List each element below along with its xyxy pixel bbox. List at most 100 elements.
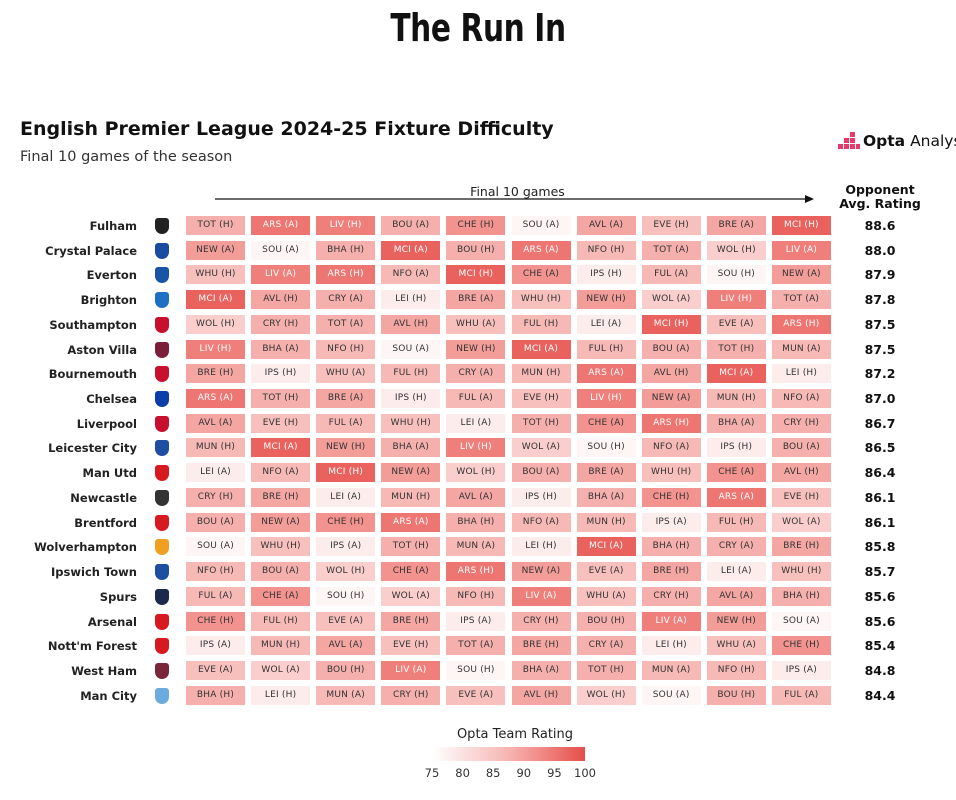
table-row: Spurs FUL (A) CHE (A) SOU (H) WOL (A) NFO (H)…: [0, 586, 956, 607]
fixture-cell: BHA (H): [446, 512, 506, 532]
fixture-cell: EVE (H): [511, 389, 571, 409]
team-name: Chelsea: [86, 392, 137, 407]
team-name: Brighton: [80, 293, 137, 308]
fixture-cell: IPS (A): [316, 537, 376, 557]
table-row: Fulham TOT (H) ARS (A) LIV (H) BOU (A) CHE (H…: [0, 216, 956, 236]
fixture-cell: LIV (A): [511, 586, 571, 606]
fixture-cell: NEW (A): [251, 512, 311, 532]
fixture-cell: LEI (A): [446, 413, 506, 433]
fixture-cell: MCI (H): [446, 265, 506, 285]
fixture-cell: CRY (A): [446, 364, 506, 384]
fixture-cell: BRE (H): [251, 487, 311, 507]
table-row: Nott'm Forest IPS (A) MUN (H) AVL (A) EVE (H…: [0, 636, 956, 656]
fixture-cell: BOU (A): [186, 512, 245, 532]
fixture-cell: IPS (A): [186, 636, 245, 656]
team-crest-icon: [155, 316, 169, 333]
fixture-cell: CHE (H): [641, 487, 701, 507]
fixture-cell: WOL (A): [511, 438, 571, 458]
fixture-cell: MCI (A): [251, 438, 311, 458]
fixture-cell: AVL (A): [706, 586, 766, 606]
fixture-cell: NFO (H): [186, 562, 245, 582]
fixture-cell: SOU (A): [511, 216, 571, 235]
team-crest-icon: [155, 465, 169, 482]
opponent-avg-rating: 84.4: [864, 687, 896, 703]
fixture-cell: MCI (A): [706, 364, 766, 384]
fixture-cell: LEI (H): [511, 537, 571, 557]
fixture-cell: FUL (A): [186, 586, 245, 606]
team-name: Liverpool: [76, 416, 137, 431]
fixture-cell: AVL (H): [511, 685, 571, 705]
fixture-cell: MCI (H): [771, 216, 831, 235]
fixture-cell: BRE (A): [316, 389, 376, 409]
fixture-cell: ARS (H): [771, 314, 831, 334]
fixture-cell: CRY (H): [186, 487, 245, 507]
table-row: Leicester City MUN (H) MCI (A) NEW (H) BHA (…: [0, 438, 956, 458]
fixture-cell: TOT (A): [771, 290, 831, 310]
fixture-cell: ARS (H): [641, 413, 701, 433]
fixture-cell: FUL (A): [316, 413, 376, 433]
opponent-avg-rating: 87.2: [864, 366, 896, 382]
fixture-cell: EVE (H): [771, 487, 831, 507]
table-row: Bournemouth BRE (H) IPS (H) WHU (A) FUL (H) C…: [0, 364, 956, 384]
fixture-cell: NFO (A): [511, 512, 571, 532]
opta-analyst-logo: Opta Analyst: [838, 128, 956, 154]
fixture-cell: TOT (H): [576, 660, 636, 680]
opponent-avg-rating: 87.9: [864, 267, 896, 283]
fixture-cell: NFO (H): [706, 660, 766, 680]
fixture-cell: FUL (H): [381, 364, 441, 384]
team-crest-icon: [155, 588, 169, 605]
fixture-cell: CRY (H): [511, 611, 571, 631]
team-name: Nott'm Forest: [47, 639, 137, 654]
opponent-avg-rating: 85.4: [864, 638, 896, 654]
fixture-cell: WHU (A): [446, 314, 506, 334]
team-crest-icon: [155, 415, 169, 432]
fixture-cell: LEI (A): [706, 562, 766, 582]
team-name: Crystal Palace: [45, 243, 137, 258]
fixture-cell: BRE (A): [576, 463, 636, 483]
team-crest-icon: [155, 564, 169, 581]
fixture-cell: WHU (A): [706, 636, 766, 656]
fixture-cell: LIV (H): [186, 339, 245, 359]
fixture-cell: TOT (H): [186, 216, 245, 235]
fixture-cell: SOU (A): [186, 537, 245, 557]
fixture-cell: NFO (H): [576, 240, 636, 260]
fixture-cell: BOU (A): [511, 463, 571, 483]
fixture-cell: ARS (A): [511, 240, 571, 260]
fixture-cell: NEW (A): [511, 562, 571, 582]
opponent-avg-rating: 86.7: [864, 415, 896, 431]
team-name: Fulham: [89, 219, 137, 233]
opponent-avg-rating: 88.6: [864, 218, 896, 233]
opponent-avg-rating: 85.7: [864, 564, 896, 580]
fixture-cell: MUN (A): [316, 685, 376, 705]
table-row: Wolverhampton SOU (A) WHU (H) IPS (A) TOT (H…: [0, 537, 956, 557]
colorbar-tick-label: 100: [574, 766, 596, 780]
fixture-cell: LIV (A): [771, 240, 831, 260]
chart-subtitle: Final 10 games of the season: [20, 149, 233, 165]
fixture-cell: IPS (H): [706, 438, 766, 458]
fixture-cell: MUN (H): [511, 364, 571, 384]
fixture-cell: TOT (H): [511, 413, 571, 433]
fixture-cell: WHU (H): [251, 537, 311, 557]
table-row: Everton WHU (H) LIV (A) ARS (H) NFO (A) MCI (…: [0, 265, 956, 285]
fixture-cell: CHE (A): [381, 562, 441, 582]
fixture-cell: LIV (A): [381, 660, 441, 680]
table-row: Crystal Palace NEW (A) SOU (A) BHA (H) MCI (…: [0, 240, 956, 261]
fixture-cell: BOU (H): [706, 685, 766, 705]
fixture-cell: SOU (A): [771, 611, 831, 631]
fixture-cell: IPS (A): [771, 660, 831, 680]
fixture-cell: NEW (A): [186, 240, 245, 260]
fixture-cell: BRE (H): [381, 611, 441, 631]
fixture-cell: TOT (H): [706, 339, 766, 359]
fixture-cell: MCI (A): [511, 339, 571, 359]
opponent-avg-rating: 85.6: [864, 588, 896, 604]
fixture-cell: CRY (A): [576, 636, 636, 656]
fixture-cell: ARS (H): [316, 265, 376, 285]
team-crest-icon: [155, 218, 169, 234]
fixture-cell: WOL (A): [381, 586, 441, 606]
fixture-cell: BRE (H): [771, 537, 831, 557]
fixture-cell: NFO (A): [251, 463, 311, 483]
opta-logo-icon: [838, 130, 860, 152]
fixture-cell: LIV (H): [576, 389, 636, 409]
fixture-cell: WHU (A): [316, 364, 376, 384]
fixture-cell: CHE (H): [446, 216, 506, 235]
